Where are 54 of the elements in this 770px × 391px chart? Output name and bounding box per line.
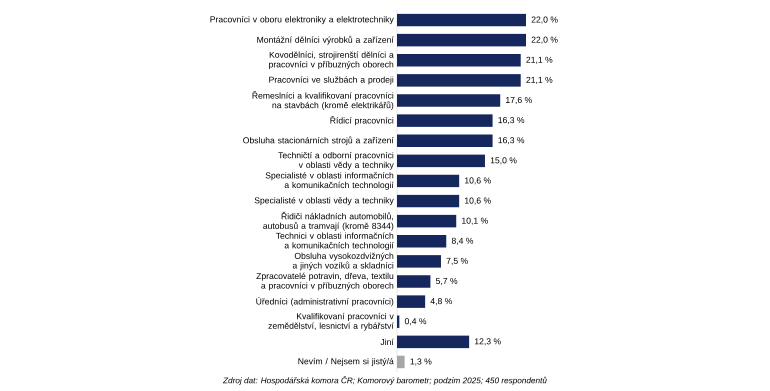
bar — [397, 275, 430, 288]
bar — [397, 235, 446, 248]
data-label: 8,4 % — [452, 238, 474, 245]
y-tick-label: Řidiči nákladních automobilů, autobusů a tramvají (kromě 8344) — [263, 212, 394, 231]
bar — [397, 194, 460, 208]
bar — [397, 214, 456, 228]
y-tick-label: Nevím / Nejsem si jistý/á — [298, 358, 394, 366]
data-label: 1,3 % — [410, 358, 432, 366]
bar — [397, 74, 521, 87]
y-tick-label: Montážní dělníci výrobků a zařízení — [257, 36, 394, 45]
bar — [397, 255, 441, 268]
data-label: 15,0 % — [490, 157, 517, 164]
data-label: 16,3 % — [498, 137, 524, 144]
data-label: 21,1 % — [526, 56, 552, 64]
bar — [397, 54, 521, 67]
y-tick-label: Obsluha stacionárních strojů a zařízení — [243, 136, 394, 146]
bar — [397, 154, 485, 168]
bar — [397, 34, 526, 46]
data-label: 5,7 % — [436, 278, 458, 286]
data-label: 10,6 % — [465, 177, 491, 184]
y-tick-label: Obsluha vysokozdvižných a jiných vozíků a skladníci — [292, 252, 394, 270]
bar — [397, 114, 493, 127]
bar — [397, 356, 405, 368]
y-tick-label: Řemeslníci a kvalifikovaní pracovníci na stavbách (kromě elektrikářů) — [252, 91, 394, 110]
data-label: 22,0 % — [532, 36, 558, 44]
y-tick-label: Pracovníci v oboru elektroniky a elektrotechniky — [210, 16, 394, 24]
y-tick-label: Pracovníci ve službách a prodeji — [269, 76, 394, 84]
y-tick-label: Kvalifikovaní pracovníci v zemědělství, lesnictví a rybářství — [268, 312, 394, 331]
data-label: 7,5 % — [446, 258, 468, 265]
y-tick-label: Jiní — [380, 338, 394, 346]
data-label: 4,8 % — [430, 298, 452, 306]
bar — [397, 336, 470, 348]
bar — [397, 134, 493, 147]
bar — [397, 94, 500, 107]
y-tick-label: Zpracovatelé potravin, dřeva, textilu a pracovníci v příbuzných oborech — [256, 272, 394, 290]
y-tick-label: Řídicí pracovníci — [330, 116, 394, 126]
y-tick-label: Technici v oblasti informačních a komunikačních technologií — [276, 232, 394, 250]
y-tick-label: Specialisté v oblasti vědy a techniky — [254, 196, 394, 206]
data-label: 21,1 % — [526, 76, 552, 84]
data-label: 22,0 % — [532, 16, 558, 24]
y-tick-label: Úředníci (administrativní pracovníci) — [256, 297, 394, 306]
data-label: 10,1 % — [462, 218, 488, 225]
bar — [397, 295, 426, 308]
data-label: 10,6 % — [465, 198, 491, 205]
y-tick-label: Kovodělníci, strojirenští dělníci a pracovníci v příbuzných oborech — [269, 51, 394, 70]
data-label: 12,3 % — [474, 338, 501, 346]
data-label: 0,4 % — [404, 318, 426, 326]
data-label: 16,3 % — [498, 117, 524, 124]
y-tick-label: Specialisté v oblasti informačních a komunikačních technologií — [266, 172, 394, 190]
data-label: 17,6 % — [506, 96, 532, 104]
bar — [397, 174, 460, 188]
text: Zdroj dat: Hospodářská komora ČR; Komorový barometr; podzim 2025; 450 respondentů — [222, 376, 547, 385]
y-tick-label: Techničtí a odborní pracovníci v oblasti vědy a techniky — [278, 152, 394, 170]
bar — [397, 14, 526, 26]
